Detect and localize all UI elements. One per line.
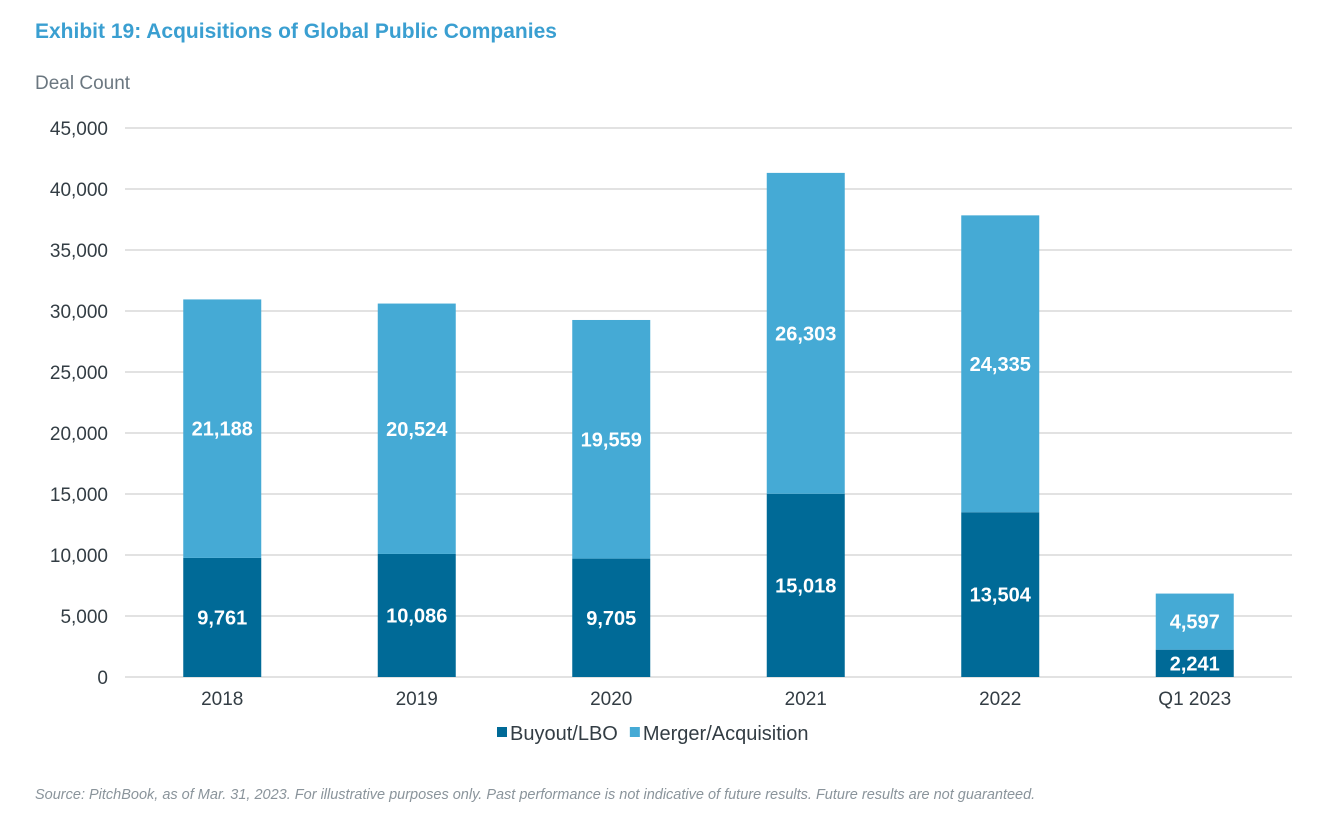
bar-segment [572,319,651,559]
data-label: 13,504 [970,585,1032,607]
y-axis-label: Deal Count [35,73,131,94]
bar-segment [766,172,845,494]
bar-segment [377,303,456,554]
y-tick-label: 35,000 [50,241,108,262]
bar-segment [961,512,1040,677]
bar-segment [766,493,845,677]
chart-title: Exhibit 19: Acquisitions of Global Publi… [35,20,557,43]
y-tick-label: 10,000 [50,546,108,567]
legend-label: Merger/Acquisition [643,723,809,745]
data-label: 9,761 [197,607,247,629]
y-tick-label: 40,000 [50,180,108,201]
bar-segment [1155,593,1234,650]
source-note: Source: PitchBook, as of Mar. 31, 2023. … [35,787,1036,803]
x-tick-label: Q1 2023 [1158,689,1231,710]
data-label: 26,303 [775,323,836,345]
bar-segment [183,299,262,558]
data-label: 20,524 [386,419,448,441]
x-tick-label: 2019 [396,689,438,710]
legend-label: Buyout/LBO [510,723,618,745]
data-label: 2,241 [1170,653,1220,675]
data-label: 24,335 [970,354,1031,376]
x-tick-label: 2021 [785,689,827,710]
data-label: 15,018 [775,575,836,597]
x-tick-label: 2022 [979,689,1021,710]
y-tick-label: 15,000 [50,485,108,506]
bar-segment [572,558,651,677]
y-tick-label: 5,000 [60,607,108,628]
y-tick-label: 20,000 [50,424,108,445]
data-label: 19,559 [581,429,642,451]
data-label: 4,597 [1170,612,1220,634]
bar-segment [183,557,262,677]
data-label: 10,086 [386,605,447,627]
bar-segment [961,215,1040,513]
y-tick-label: 45,000 [50,119,108,140]
data-label: 21,188 [192,419,253,441]
legend-swatch [629,727,640,737]
legend-swatch [497,727,507,737]
bar-segment [1155,649,1234,677]
y-tick-label: 0 [97,668,108,689]
x-tick-label: 2020 [590,689,632,710]
data-label: 9,705 [586,608,636,630]
y-tick-label: 30,000 [50,302,108,323]
bar-segment [377,553,456,677]
y-tick-label: 25,000 [50,363,108,384]
x-tick-label: 2018 [201,689,243,710]
